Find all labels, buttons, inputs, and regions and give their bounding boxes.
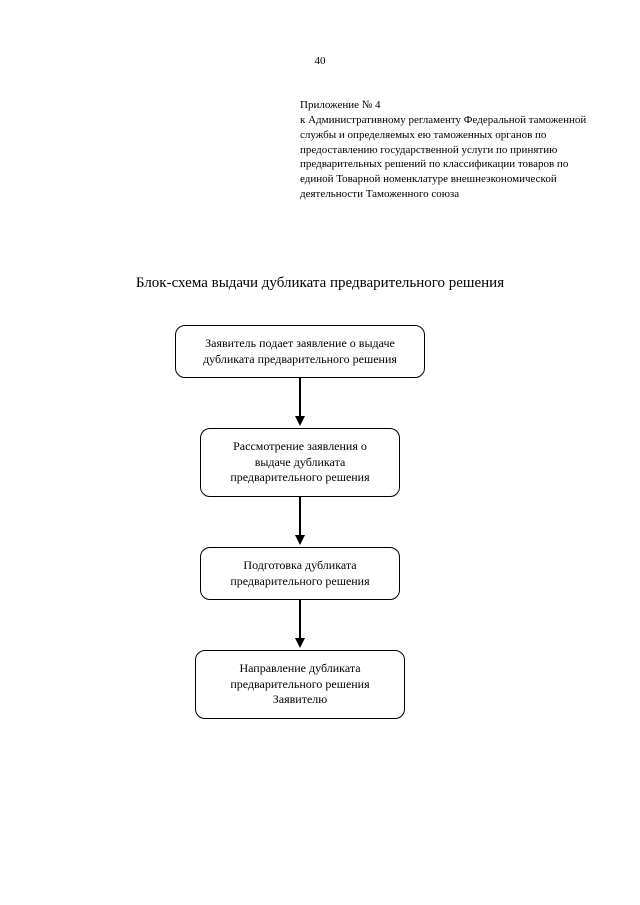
flowchart-arrow [150,497,450,547]
arrow-head-icon [295,535,305,545]
flowchart-arrow [150,600,450,650]
arrow-line-icon [299,497,301,537]
flowchart-node-4: Направление дубликата предварительного р… [195,650,405,719]
arrow-line-icon [299,600,301,640]
arrow-line-icon [299,378,301,418]
flowchart-node-3: Подготовка дубликата предварительного ре… [200,547,400,600]
arrow-head-icon [295,638,305,648]
appendix-text: к Административному регламенту Федеральн… [300,113,590,202]
flowchart-node-1: Заявитель подает заявление о выдаче дубл… [175,325,425,378]
document-title: Блок-схема выдачи дубликата предваритель… [0,275,640,292]
appendix-block: Приложение № 4 к Административному регла… [300,98,590,202]
page-number: 40 [0,55,640,67]
flowchart-node-2: Рассмотрение заявления о выдаче дубликат… [200,428,400,497]
flowchart-arrow [150,378,450,428]
flowchart: Заявитель подает заявление о выдаче дубл… [150,325,450,719]
appendix-heading: Приложение № 4 [300,98,590,113]
arrow-head-icon [295,416,305,426]
